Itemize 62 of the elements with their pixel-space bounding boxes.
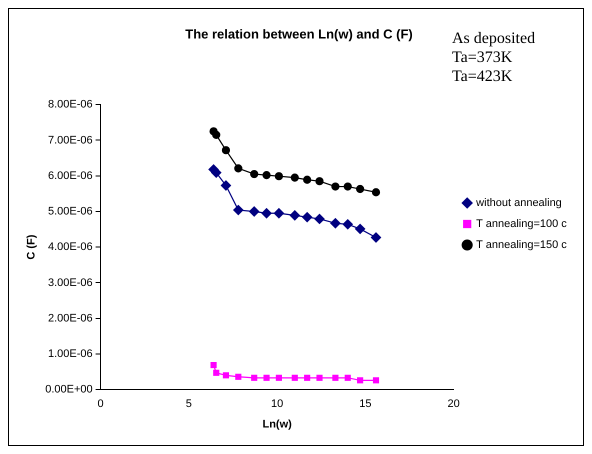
point <box>212 130 220 139</box>
x-tick-label: 20 <box>448 398 460 410</box>
y-tick-label: 4.00E-06 <box>48 241 93 254</box>
point <box>372 188 380 196</box>
point <box>251 374 258 381</box>
point <box>222 372 230 378</box>
point <box>303 176 312 184</box>
point <box>344 182 352 191</box>
point <box>292 374 298 381</box>
point <box>274 208 284 218</box>
y-tick-label: 5.00E-06 <box>48 206 93 218</box>
point <box>274 172 284 180</box>
point <box>250 170 258 178</box>
y-axis-title: C (F) <box>26 234 38 260</box>
y-tick-label: 6.00E-06 <box>48 170 93 182</box>
point <box>356 184 364 194</box>
legend-label: T annealing=100 c <box>476 218 568 230</box>
y-tick-label: 1.00E-06 <box>48 348 93 360</box>
point <box>315 177 324 186</box>
point <box>213 370 220 376</box>
point <box>262 171 271 180</box>
point <box>316 374 323 381</box>
y-tick-label: 7.00E-06 <box>48 134 93 146</box>
point <box>332 374 338 381</box>
point <box>304 374 310 381</box>
point <box>210 362 217 368</box>
point <box>249 206 260 217</box>
x-tick-label: 0 <box>98 398 104 410</box>
point <box>330 218 340 228</box>
point <box>220 180 232 191</box>
point <box>222 146 230 154</box>
point <box>302 212 312 222</box>
point <box>357 377 364 384</box>
text: Ta=373K <box>452 49 513 66</box>
x-tick-label: 15 <box>359 398 372 410</box>
chart-title: The relation between Ln(w) and C (F) <box>185 26 413 42</box>
legend-label: T annealing=150 c <box>476 239 568 252</box>
x-tick-label: 10 <box>271 398 284 410</box>
point <box>263 374 270 381</box>
point <box>290 210 300 220</box>
legend-label: without annealing <box>475 197 562 210</box>
point <box>233 204 244 216</box>
point <box>342 219 353 230</box>
y-tick-label: 3.00E-06 <box>48 276 93 289</box>
y-tick-label: 2.00E-06 <box>48 312 93 324</box>
text: Ta=423K <box>452 68 513 86</box>
point <box>261 208 272 218</box>
point <box>290 174 299 182</box>
point <box>331 182 340 191</box>
x-tick-label: 5 <box>186 398 192 410</box>
point <box>314 214 325 224</box>
y-tick-label: 8.00E-06 <box>48 98 93 111</box>
point <box>344 374 351 381</box>
point <box>370 232 382 243</box>
text: As deposited <box>452 30 536 48</box>
x-axis-title: Ln(w) <box>262 418 292 430</box>
point <box>234 164 242 172</box>
point <box>355 224 366 234</box>
y-tick-label: 0.00E+00 <box>45 384 93 396</box>
point <box>276 374 282 381</box>
point <box>235 374 242 380</box>
point <box>372 377 380 384</box>
